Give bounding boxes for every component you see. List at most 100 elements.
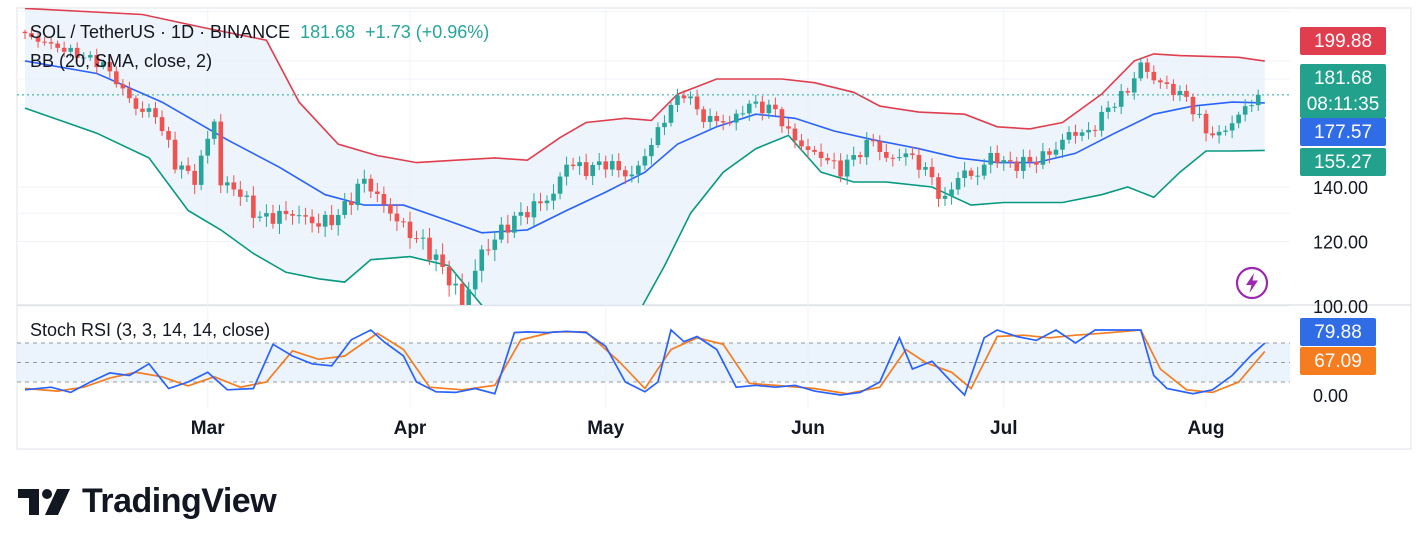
candle-body [557,176,563,194]
candle [649,138,654,165]
price-tag: 177.57 [1300,118,1386,146]
candle [394,203,400,231]
candle-body [414,238,419,240]
candle [133,95,139,116]
candle [140,101,145,118]
candle [420,229,426,250]
candle [779,106,785,133]
time-axis-tick: Aug [1188,418,1225,439]
candle [857,151,863,164]
candle-body [518,212,524,216]
candle-body [786,126,791,129]
candle-body [101,62,106,68]
candle [192,163,197,195]
candle-body [61,47,67,52]
candle [1158,78,1163,89]
candle [694,89,700,116]
candle-body [348,201,354,206]
candle [1099,105,1104,137]
candle-body [1216,131,1222,136]
candle-body [551,193,556,201]
candle-body [492,239,498,250]
candle-body [923,167,928,170]
candle [68,44,73,58]
candle [590,162,595,186]
candle [342,192,348,219]
candle-body [988,152,993,165]
price-tags: 199.88 181.68 08:11:35 177.57 155.27 79.88 67.… [1300,27,1386,375]
candle-body [1092,129,1098,131]
candle [877,135,883,161]
candle-body [668,104,674,123]
candle [570,157,576,170]
candle-body [577,162,582,167]
symbol-name[interactable]: SOL / TetherUS · 1D · BINANCE [30,22,291,42]
candle-body [870,139,876,142]
candle-body [812,149,817,152]
candle-body [94,55,100,68]
candle [1053,141,1059,158]
bb-lower-line [24,107,1265,305]
price-tag: 155.27 [1300,148,1386,176]
candle [1118,84,1124,115]
candle [727,115,732,127]
candle-body [681,95,687,99]
candle [746,100,752,121]
candle-body [799,140,804,147]
candle-body [440,254,445,268]
candle [714,111,719,126]
candle-body [962,170,967,179]
price-tag: 181.68 08:11:35 [1300,64,1386,118]
candle-body [55,43,60,48]
candle-body [753,101,759,104]
candle [185,157,191,175]
candle-body [1118,91,1124,107]
candle-body [394,213,400,222]
candle-body [140,108,145,112]
candle [368,174,374,199]
candle [825,153,830,165]
candles [22,27,1261,305]
stoch-tag-bg [1300,318,1376,346]
candle-body [35,36,41,42]
candle [224,176,230,194]
bb-legend[interactable]: BB (20, SMA, close, 2) [30,51,213,71]
candle [120,79,126,96]
candle-body [127,88,132,99]
candle-body [198,155,204,185]
candle-body [590,164,595,177]
candle-body [1151,71,1157,81]
candle-body [838,160,843,177]
candle [981,158,987,180]
candle [1249,99,1254,112]
candle [897,148,902,161]
candle-body [857,155,863,158]
candle [512,211,517,238]
lightning-icon[interactable] [1235,266,1269,300]
candle-body [636,165,641,175]
candle-body [211,121,217,139]
candle [629,165,635,183]
candle [701,106,706,128]
candle-body [544,200,550,204]
candle [198,149,204,191]
candle [159,110,165,136]
candle-body [505,224,511,233]
time-axis-tick: Apr [394,418,427,439]
candle-body [890,157,896,159]
stoch-legend[interactable]: Stoch RSI (3, 3, 14, 14, close) [30,320,271,340]
candle [264,204,269,227]
stoch-axis-tick: 0.00 [1313,386,1348,406]
candle-body [662,122,667,128]
candle-body [1066,132,1072,140]
candle [440,243,445,275]
tradingview-logo: TradingView [18,482,277,521]
candle-body [1203,113,1209,134]
candle [127,81,132,103]
candle-body [205,138,210,156]
candle [1138,57,1144,82]
candle [1145,58,1150,79]
candle-body [531,201,537,218]
candle-body [596,161,602,165]
